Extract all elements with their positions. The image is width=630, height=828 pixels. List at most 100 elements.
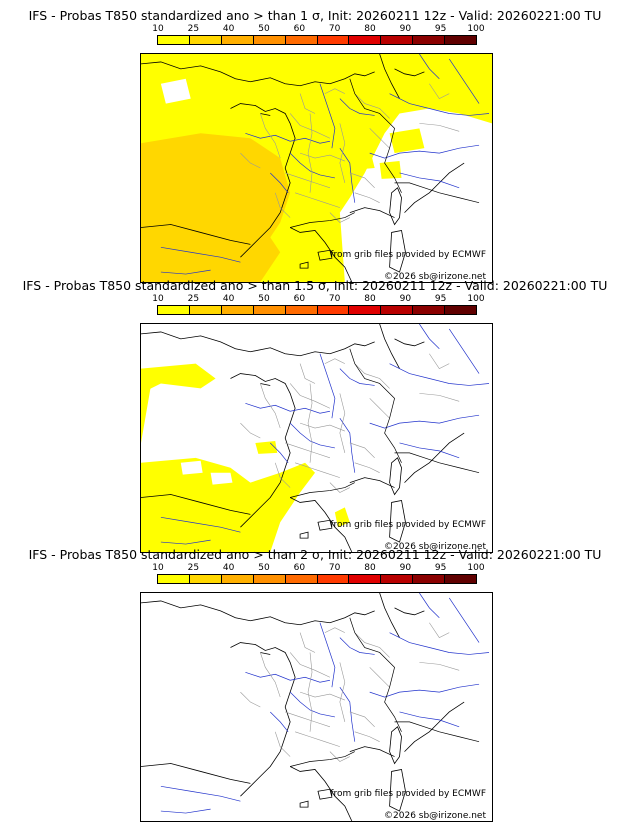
colorbar-swatch: [349, 306, 382, 314]
admin-border: [285, 711, 331, 728]
river: [270, 442, 289, 463]
colorbar-tick-label: 50: [258, 563, 270, 573]
admin-border: [329, 482, 350, 493]
river: [319, 353, 336, 419]
colorbar-tick-label: 80: [364, 563, 376, 573]
colorbar-tick-label: 50: [258, 294, 270, 304]
country-border: [349, 617, 402, 732]
clear-area: [180, 460, 203, 475]
credit-grib: from grib files provided by ECMWF: [330, 520, 486, 530]
colorbar-swatch: [445, 575, 477, 583]
coastline: [260, 383, 271, 386]
clear-area: [160, 78, 191, 104]
admin-border: [299, 152, 345, 162]
probability-area: [141, 363, 216, 394]
colorbar-tick-label: 10: [152, 294, 164, 304]
admin-border: [419, 393, 460, 402]
admin-border: [240, 691, 261, 708]
probability-map: from grib files provided by ECMWF ©2026 …: [140, 53, 493, 283]
colorbar-tick-label: 40: [222, 294, 235, 304]
admin-border: [274, 731, 291, 757]
colorbar-swatch: [189, 575, 222, 583]
river: [448, 328, 480, 374]
admin-border: [354, 363, 390, 389]
river: [369, 414, 480, 429]
colorbar-swatch: [381, 306, 414, 314]
river: [369, 144, 480, 159]
admin-border: [354, 462, 380, 473]
probability-area: [334, 148, 375, 171]
admin-border: [285, 442, 331, 459]
admin-border: [349, 442, 375, 459]
coastline: [260, 652, 271, 655]
river: [160, 246, 241, 263]
colorbar-swatch: [285, 306, 318, 314]
colorbar-swatch: [317, 575, 350, 583]
colorbar-tick-label: 50: [258, 24, 270, 34]
map-canvas: [141, 593, 490, 821]
river: [160, 539, 211, 545]
colorbar-tick-label: 70: [328, 563, 341, 573]
colorbar-tick-label: 40: [222, 563, 235, 573]
colorbar-tick-label: 60: [293, 294, 306, 304]
colorbar-swatch: [381, 36, 414, 44]
river: [389, 93, 490, 116]
coastline: [349, 207, 395, 218]
colorbar-labels: 10 25 40 50 60 70 80 90 95 100: [152, 563, 484, 573]
river: [419, 593, 440, 619]
admin-border: [419, 123, 460, 132]
coastline: [141, 494, 251, 515]
admin-border: [240, 152, 261, 169]
river: [245, 402, 330, 414]
river: [160, 269, 211, 275]
colorbar-tick-label: 60: [293, 563, 306, 573]
admin-border: [339, 393, 346, 453]
colorbar-swatch: [221, 36, 254, 44]
coastline: [379, 593, 400, 638]
colorbar-tick-label: 25: [187, 24, 200, 34]
admin-border: [354, 731, 380, 742]
colorbar-swatch: [445, 36, 477, 44]
river: [399, 711, 460, 728]
admin-border: [260, 113, 281, 159]
country-border: [394, 452, 480, 474]
colorbar-swatch: [221, 306, 254, 314]
island-outline: [299, 261, 309, 269]
panel-1-5-sigma: IFS - Probas T850 standardized ano > tha…: [0, 278, 630, 553]
probability-area: [339, 103, 380, 129]
country-border: [290, 482, 355, 498]
coastline: [394, 68, 425, 77]
country-border: [394, 182, 480, 204]
colorbar-tick-label: 70: [328, 24, 341, 34]
island-outline: [317, 788, 333, 800]
probability-area: [141, 54, 291, 84]
admin-border: [354, 632, 390, 658]
colorbar-swatch: [413, 575, 446, 583]
credit-copyright: ©2026 sb@irizone.net: [384, 811, 486, 821]
country-border: [290, 212, 355, 228]
colorbar-tick-label: 80: [364, 24, 376, 34]
admin-border: [324, 88, 345, 94]
river: [289, 152, 335, 179]
colorbar-swatch: [349, 36, 382, 44]
river: [339, 417, 356, 473]
map-canvas: [141, 54, 492, 282]
credit-grib: from grib files provided by ECMWF: [330, 789, 486, 799]
colorbar-tick-label: 60: [293, 24, 306, 34]
river: [339, 637, 375, 655]
clear-area: [210, 472, 233, 485]
river: [319, 622, 336, 688]
coastline: [349, 477, 395, 488]
river: [160, 785, 241, 802]
coastline: [141, 763, 251, 784]
admin-border: [299, 632, 316, 653]
colorbar-tick-label: 25: [187, 294, 200, 304]
credit-copyright: ©2026 sb@irizone.net: [384, 542, 486, 552]
colorbar-swatch: [317, 36, 350, 44]
colorbar-tick-label: 95: [434, 24, 447, 34]
panel-title: IFS - Probas T850 standardized ano > tha…: [22, 278, 608, 293]
admin-border: [329, 212, 350, 223]
admin-border: [289, 383, 331, 409]
admin-border: [285, 172, 331, 189]
colorbar-swatch: [189, 36, 222, 44]
